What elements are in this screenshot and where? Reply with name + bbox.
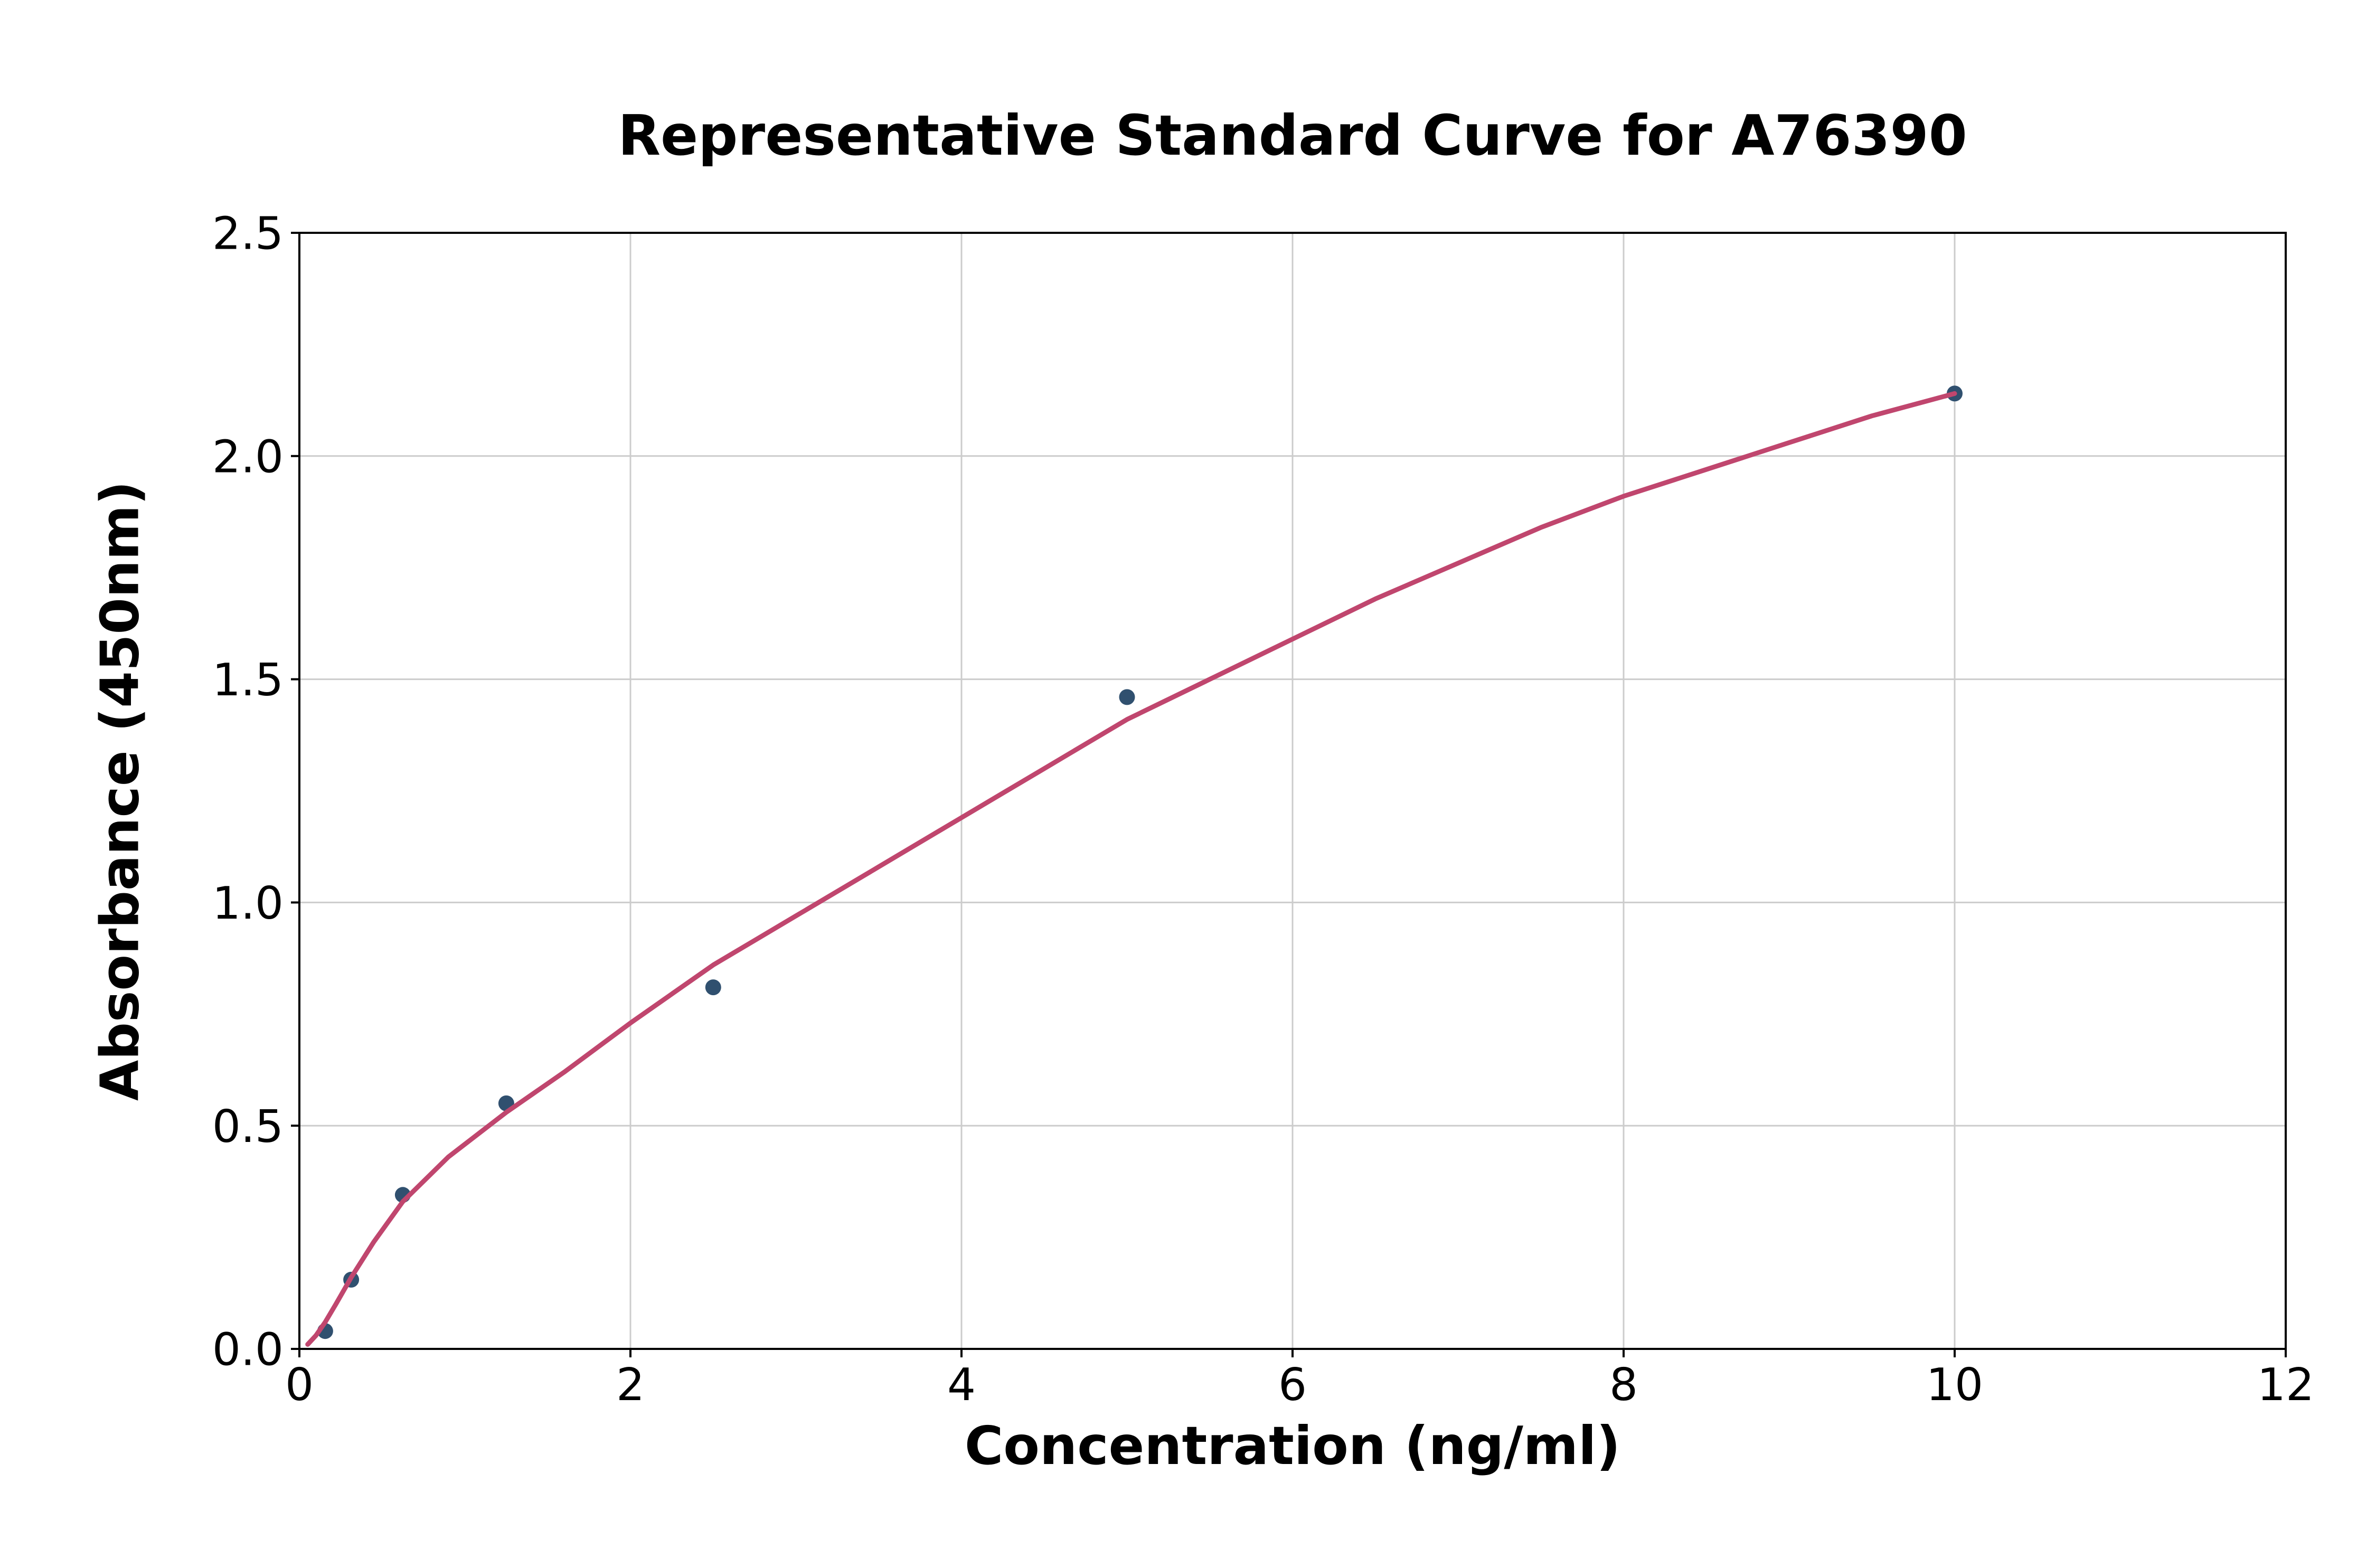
- x-tick-label: 6: [1278, 1359, 1307, 1411]
- y-tick-label: 2.5: [212, 208, 284, 260]
- y-tick-label: 1.0: [212, 877, 284, 930]
- x-tick-label: 0: [285, 1359, 314, 1411]
- x-tick-label: 12: [2257, 1359, 2314, 1411]
- x-tick-label: 10: [1926, 1359, 1983, 1411]
- y-tick-label: 1.5: [212, 654, 284, 706]
- y-tick-label: 0.0: [212, 1324, 284, 1376]
- y-tick-label: 2.0: [212, 431, 284, 483]
- data-point: [705, 979, 721, 996]
- chart-title: Representative Standard Curve for A76390: [618, 103, 1967, 168]
- x-tick-label: 8: [1609, 1359, 1638, 1411]
- x-axis-title: Concentration (ng/ml): [964, 1415, 1621, 1477]
- y-tick-label: 0.5: [212, 1101, 284, 1153]
- x-tick-label: 2: [616, 1359, 645, 1411]
- x-tick-label: 4: [947, 1359, 976, 1411]
- fitted-curve-line: [305, 391, 1957, 1347]
- data-point: [1119, 689, 1135, 705]
